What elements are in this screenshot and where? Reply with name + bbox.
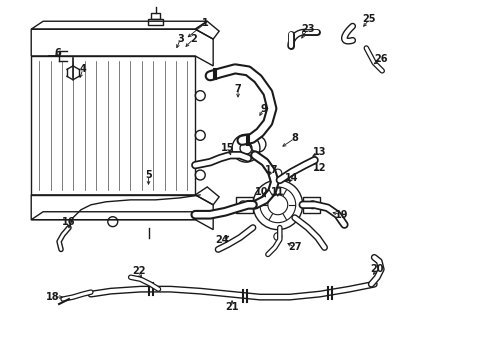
Bar xyxy=(31,56,196,195)
Bar xyxy=(150,13,161,19)
Text: 17: 17 xyxy=(265,165,279,175)
Text: 27: 27 xyxy=(288,243,301,252)
Text: 26: 26 xyxy=(374,54,388,64)
Text: 18: 18 xyxy=(46,292,60,302)
Text: 7: 7 xyxy=(235,84,242,94)
Text: 4: 4 xyxy=(79,64,86,74)
Text: 19: 19 xyxy=(335,210,348,220)
Text: 9: 9 xyxy=(261,104,267,113)
Text: 3: 3 xyxy=(177,34,184,44)
Text: 10: 10 xyxy=(255,187,269,197)
Text: 5: 5 xyxy=(145,170,152,180)
Text: 11: 11 xyxy=(271,187,285,197)
Text: 6: 6 xyxy=(55,48,61,58)
Text: 15: 15 xyxy=(221,143,235,153)
Text: 21: 21 xyxy=(225,302,239,312)
Text: 24: 24 xyxy=(216,234,229,244)
Text: 25: 25 xyxy=(363,14,376,24)
Text: 12: 12 xyxy=(313,163,326,173)
Text: 23: 23 xyxy=(301,24,315,34)
Text: 22: 22 xyxy=(132,266,146,276)
Text: 14: 14 xyxy=(285,173,298,183)
Text: 1: 1 xyxy=(202,18,209,28)
Text: 8: 8 xyxy=(291,133,298,143)
Text: 13: 13 xyxy=(313,147,326,157)
Text: 20: 20 xyxy=(370,264,384,274)
Bar xyxy=(147,19,164,25)
Text: 2: 2 xyxy=(190,34,196,44)
Text: 16: 16 xyxy=(62,217,76,227)
